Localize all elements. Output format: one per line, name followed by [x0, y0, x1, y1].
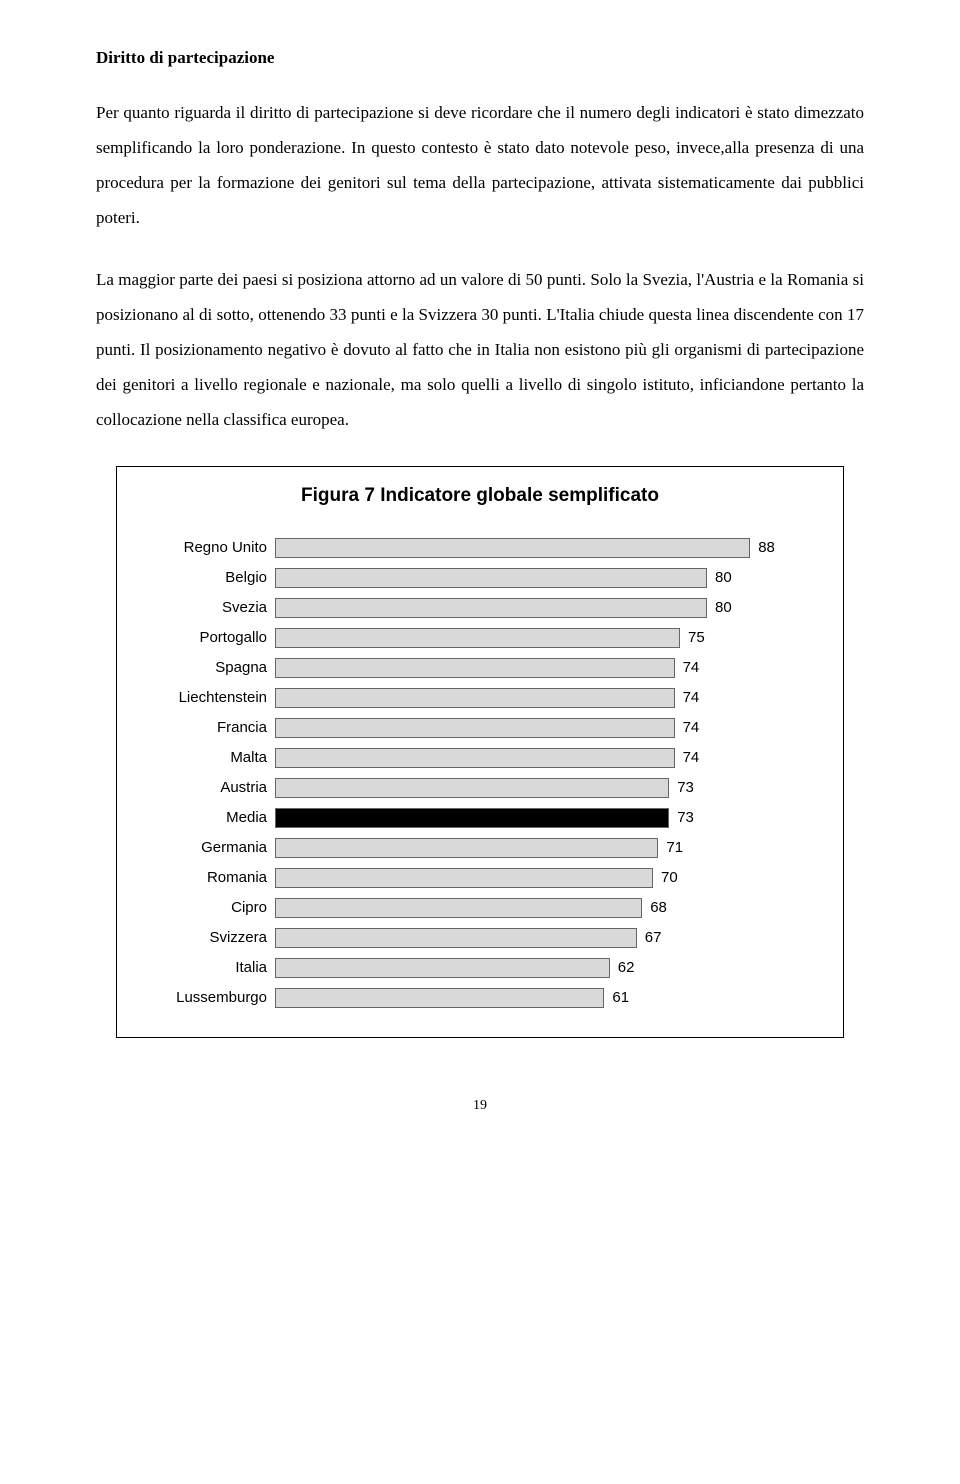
section-heading: Diritto di partecipazione [96, 48, 864, 68]
chart-bar [275, 748, 675, 768]
chart-bar [275, 988, 604, 1008]
chart-row-label: Svizzera [145, 929, 275, 946]
chart-bar-track: 74 [275, 748, 815, 768]
chart-row: Malta 74 [145, 743, 815, 773]
chart-bar-value: 73 [677, 779, 694, 796]
chart-bar-value: 67 [645, 929, 662, 946]
chart-row: Cipro 68 [145, 893, 815, 923]
chart-bar [275, 898, 642, 918]
chart-bar-track: 74 [275, 688, 815, 708]
chart-row: Germania 71 [145, 833, 815, 863]
chart-bar-track: 67 [275, 928, 815, 948]
chart-bar-value: 74 [683, 659, 700, 676]
chart-row: Lussemburgo 61 [145, 983, 815, 1013]
chart-bar-track: 80 [275, 568, 815, 588]
chart-row-label: Malta [145, 749, 275, 766]
chart-row-label: Lussemburgo [145, 989, 275, 1006]
chart-bar [275, 778, 669, 798]
chart-bar-track: 80 [275, 598, 815, 618]
chart-bar-value: 88 [758, 539, 775, 556]
chart-bar-value: 75 [688, 629, 705, 646]
chart-row-label: Svezia [145, 599, 275, 616]
chart-bar [275, 538, 750, 558]
chart-bar-track: 88 [275, 538, 815, 558]
chart-bar [275, 568, 707, 588]
page-number: 19 [96, 1098, 864, 1114]
chart-bar [275, 958, 610, 978]
chart-bar-value: 74 [683, 689, 700, 706]
chart-bar-value: 71 [666, 839, 683, 856]
chart-row-label: Francia [145, 719, 275, 736]
chart-row: Francia 74 [145, 713, 815, 743]
chart-bar-track: 73 [275, 778, 815, 798]
chart-row: Svizzera 67 [145, 923, 815, 953]
chart-title: Figura 7 Indicatore globale semplificato [145, 485, 815, 507]
chart-bar-track: 62 [275, 958, 815, 978]
chart-bar-value: 62 [618, 959, 635, 976]
chart-row: Svezia 80 [145, 593, 815, 623]
chart-bar-track: 73 [275, 808, 815, 828]
chart-row-label: Cipro [145, 899, 275, 916]
chart-bar-value: 61 [612, 989, 629, 1006]
chart-row-label: Austria [145, 779, 275, 796]
chart-row-label: Belgio [145, 569, 275, 586]
chart-bar-track: 74 [275, 718, 815, 738]
chart-bar [275, 598, 707, 618]
chart-bar-value: 74 [683, 749, 700, 766]
chart-bar-track: 68 [275, 898, 815, 918]
chart-bar-value: 68 [650, 899, 667, 916]
chart-row: Belgio 80 [145, 563, 815, 593]
chart-row: Media 73 [145, 803, 815, 833]
chart-row-label: Media [145, 809, 275, 826]
chart-bar-value: 80 [715, 569, 732, 586]
chart-bar [275, 628, 680, 648]
chart-row-label: Romania [145, 869, 275, 886]
chart-rows: Regno Unito 88 Belgio 80 Svezia 80 Portogallo 7… [145, 533, 815, 1013]
chart-row-label: Regno Unito [145, 539, 275, 556]
chart-row: Romania 70 [145, 863, 815, 893]
chart-bar [275, 838, 658, 858]
chart-row: Austria 73 [145, 773, 815, 803]
chart-row-label: Spagna [145, 659, 275, 676]
chart-row-label: Germania [145, 839, 275, 856]
paragraph-1: Per quanto riguarda il diritto di partec… [96, 96, 864, 235]
chart-bar-value: 70 [661, 869, 678, 886]
chart-row: Liechtenstein 74 [145, 683, 815, 713]
chart-bar-track: 61 [275, 988, 815, 1008]
chart-bar [275, 658, 675, 678]
chart-row: Italia 62 [145, 953, 815, 983]
chart-bar-value: 73 [677, 809, 694, 826]
chart-row: Spagna 74 [145, 653, 815, 683]
paragraph-2: La maggior parte dei paesi si posiziona … [96, 263, 864, 437]
chart-bar-value: 74 [683, 719, 700, 736]
chart-row: Regno Unito 88 [145, 533, 815, 563]
chart-bar-track: 71 [275, 838, 815, 858]
chart-row-label: Italia [145, 959, 275, 976]
chart-bar-track: 70 [275, 868, 815, 888]
chart-row: Portogallo 75 [145, 623, 815, 653]
chart-bar [275, 688, 675, 708]
chart-row-label: Liechtenstein [145, 689, 275, 706]
chart-row-label: Portogallo [145, 629, 275, 646]
chart-bar [275, 808, 669, 828]
chart-bar-value: 80 [715, 599, 732, 616]
chart-bar [275, 868, 653, 888]
chart-bar-track: 75 [275, 628, 815, 648]
chart-bar [275, 928, 637, 948]
chart-bar [275, 718, 675, 738]
chart-container: Figura 7 Indicatore globale semplificato… [116, 466, 844, 1038]
chart-bar-track: 74 [275, 658, 815, 678]
